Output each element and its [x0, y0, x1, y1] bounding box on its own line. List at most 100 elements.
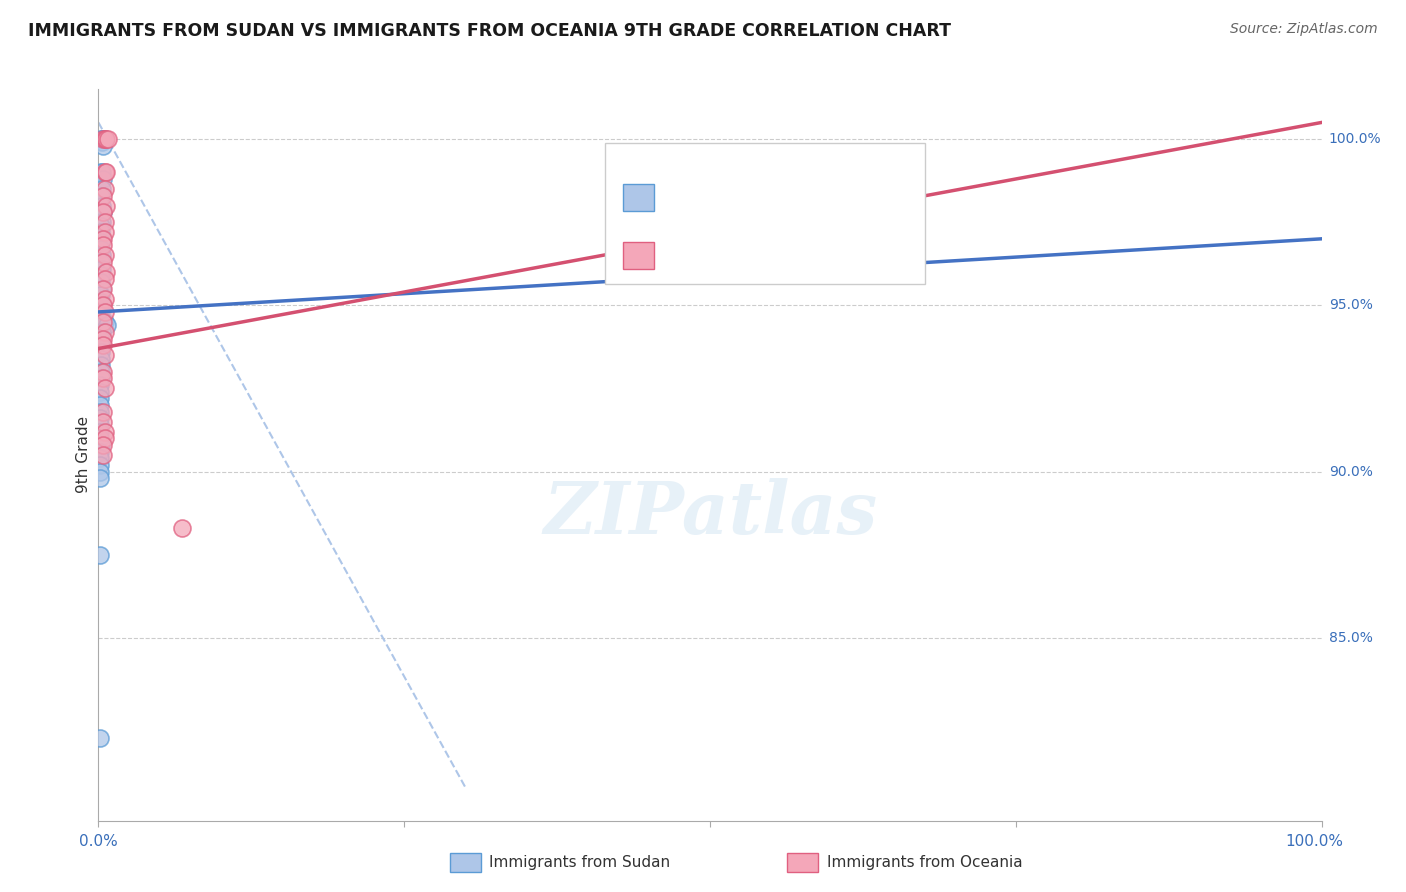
Point: [90, 235, 112, 249]
Point: [91, 255, 114, 269]
Point: [89, 417, 111, 432]
Point: [90, 132, 112, 146]
Point: [91, 182, 114, 196]
Text: 90.0%: 90.0%: [1329, 465, 1372, 478]
Point: [89, 471, 111, 485]
Point: [91, 232, 114, 246]
Point: [93, 165, 115, 179]
Text: N = 57: N = 57: [770, 190, 824, 205]
Point: [93, 431, 115, 445]
Point: [91, 215, 114, 229]
Point: [89, 548, 111, 562]
Point: [89, 411, 111, 425]
Text: Immigrants from Oceania: Immigrants from Oceania: [827, 855, 1022, 870]
Point: [89, 392, 111, 406]
Point: [90, 358, 112, 372]
Point: [91, 232, 114, 246]
Point: [93, 325, 115, 339]
Point: [93, 315, 115, 329]
Point: [91, 172, 114, 186]
Point: [94, 198, 117, 212]
Point: [90, 311, 112, 326]
Point: [91, 315, 114, 329]
Text: Immigrants from Sudan: Immigrants from Sudan: [489, 855, 671, 870]
Text: 0.0%: 0.0%: [79, 834, 118, 849]
Point: [91, 261, 114, 276]
Point: [91, 332, 114, 346]
Point: [91, 298, 114, 312]
Point: [91, 325, 114, 339]
Point: [91, 132, 114, 146]
Point: [93, 305, 115, 319]
Point: [91, 338, 114, 352]
Point: [90, 351, 112, 366]
Point: [91, 205, 114, 219]
Point: [90, 165, 112, 179]
Point: [90, 255, 112, 269]
Point: [89, 384, 111, 399]
Text: R = 0.249: R = 0.249: [665, 248, 742, 263]
Point: [93, 292, 115, 306]
Y-axis label: 9th Grade: 9th Grade: [76, 417, 91, 493]
Point: [93, 348, 115, 362]
Point: [89, 458, 111, 472]
Point: [89, 444, 111, 458]
Point: [91, 188, 114, 202]
Point: [89, 431, 111, 445]
Point: [91, 371, 114, 385]
Text: 100.0%: 100.0%: [1285, 834, 1344, 849]
Text: Source: ZipAtlas.com: Source: ZipAtlas.com: [1230, 22, 1378, 37]
Point: [91, 205, 114, 219]
Point: [90, 371, 112, 385]
Point: [94, 265, 117, 279]
Text: 95.0%: 95.0%: [1329, 298, 1372, 312]
Point: [93, 381, 115, 395]
Point: [91, 248, 114, 262]
Point: [89, 405, 111, 419]
Point: [90, 365, 112, 379]
Point: [93, 132, 115, 146]
Point: [89, 465, 111, 479]
Point: [93, 271, 115, 285]
Point: [90, 288, 112, 302]
Point: [91, 136, 114, 150]
Text: R = 0.109: R = 0.109: [665, 190, 742, 205]
Point: [96, 318, 118, 333]
Point: [91, 438, 114, 452]
Point: [91, 365, 114, 379]
Point: [89, 451, 111, 466]
Point: [91, 238, 114, 252]
Point: [91, 198, 114, 212]
Point: [90, 438, 112, 452]
Point: [93, 248, 115, 262]
Point: [91, 282, 114, 296]
Point: [91, 405, 114, 419]
Point: [94, 165, 117, 179]
Point: [93, 225, 115, 239]
Point: [90, 225, 112, 239]
Text: ZIPatlas: ZIPatlas: [543, 478, 877, 549]
Text: N = 37: N = 37: [770, 248, 824, 263]
Point: [89, 425, 111, 439]
Point: [91, 132, 114, 146]
Point: [93, 132, 115, 146]
Point: [91, 132, 114, 146]
Point: [97, 132, 120, 146]
Point: [91, 298, 114, 312]
Point: [90, 275, 112, 289]
Point: [91, 282, 114, 296]
Point: [93, 182, 115, 196]
Point: [90, 188, 112, 202]
Point: [90, 338, 112, 352]
Point: [93, 425, 115, 439]
Point: [90, 305, 112, 319]
Point: [93, 215, 115, 229]
Point: [91, 448, 114, 462]
Point: [170, 521, 193, 535]
Point: [89, 731, 111, 745]
Point: [91, 138, 114, 153]
Point: [91, 415, 114, 429]
Point: [90, 344, 112, 359]
Point: [91, 165, 114, 179]
Point: [89, 378, 111, 392]
